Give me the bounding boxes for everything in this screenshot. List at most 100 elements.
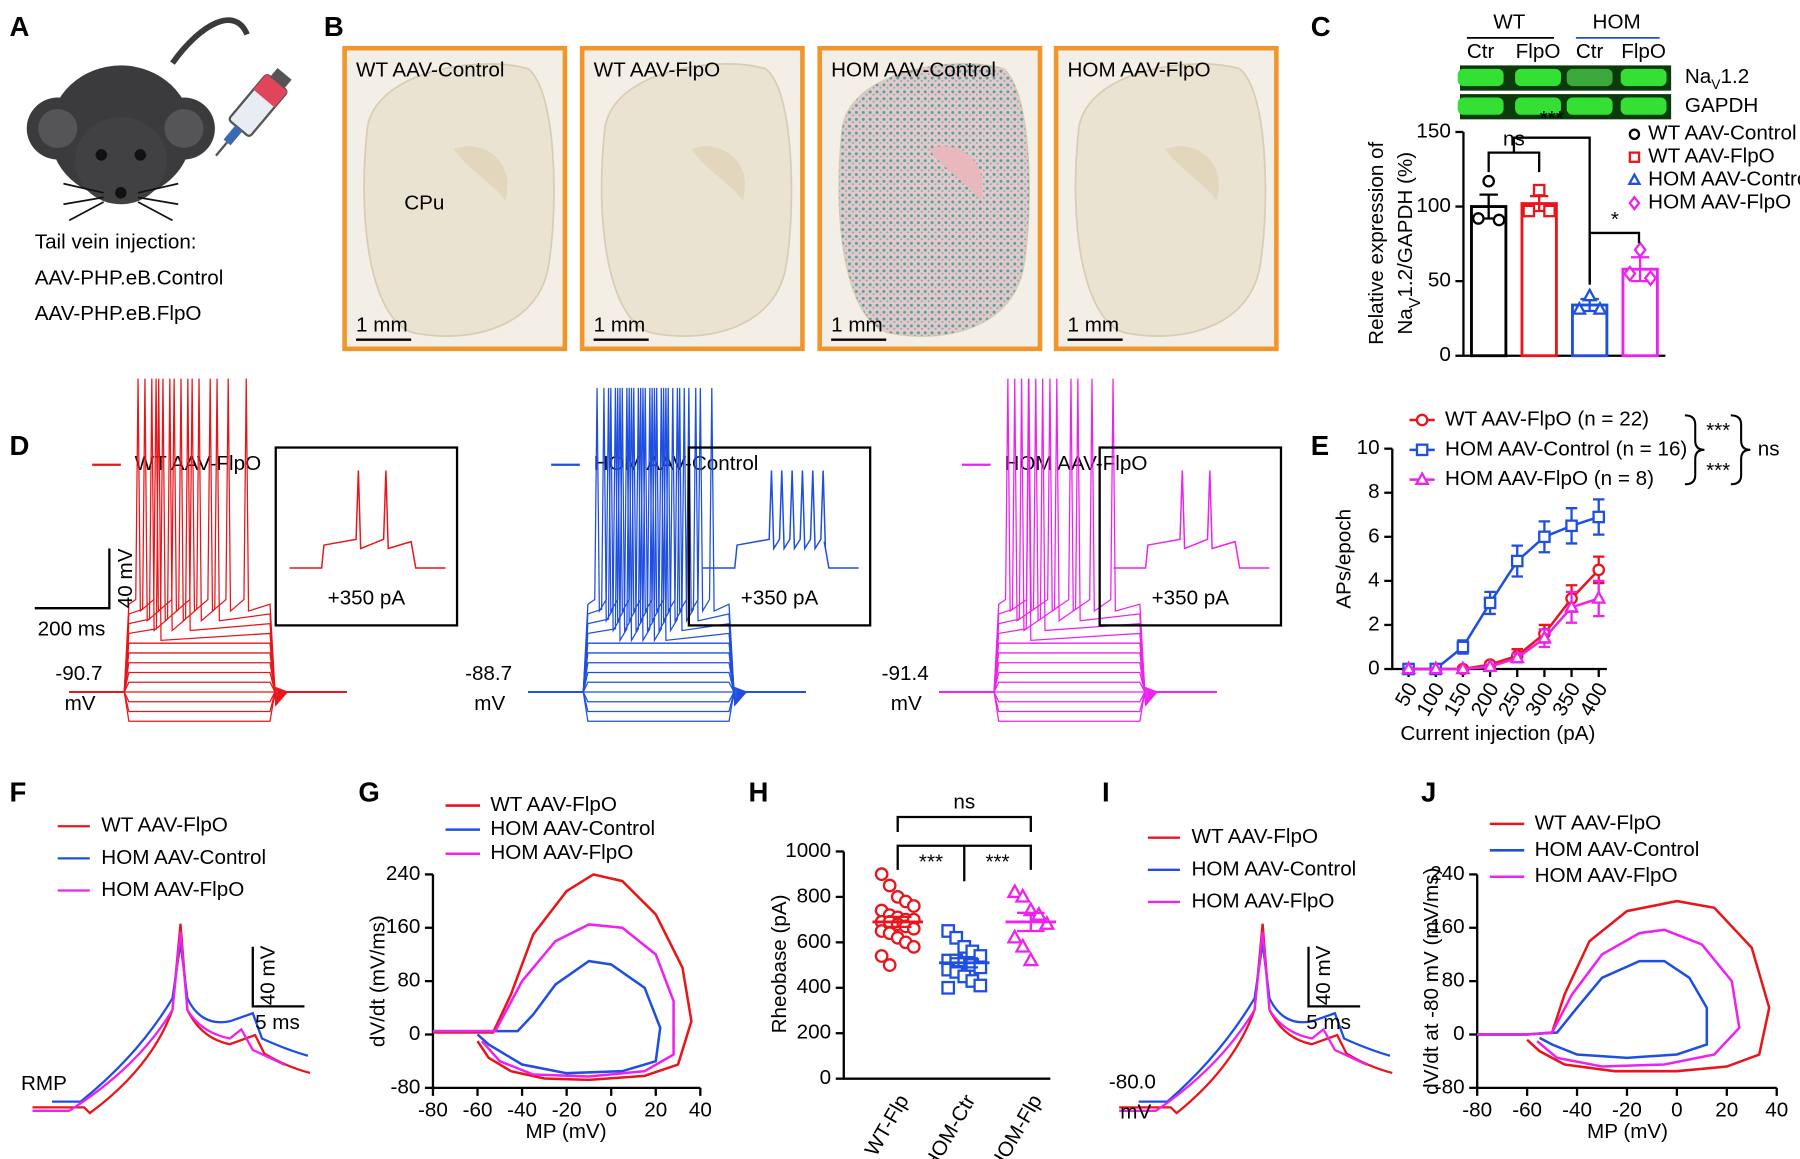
data-point — [1492, 213, 1506, 227]
annotation: *** — [919, 850, 943, 873]
data-point — [1455, 660, 1471, 675]
series-line — [1477, 959, 1709, 1060]
series-line — [1477, 928, 1741, 1068]
x-tick-label: 20 — [1715, 1098, 1738, 1121]
bar — [1470, 205, 1508, 358]
scale-label: 200 ms — [38, 617, 106, 640]
scale-label: 5 ms — [1306, 1011, 1351, 1034]
trace — [939, 642, 1217, 701]
trace — [939, 378, 1217, 706]
rmp-value: -88.7 — [465, 662, 512, 685]
legend-marker — [1415, 413, 1429, 427]
inset-label: +350 pA — [328, 586, 406, 609]
y-tick-label: 160 — [1430, 915, 1464, 938]
data-point — [1510, 554, 1524, 568]
data-point — [1428, 660, 1444, 675]
y-tick-label: 6 — [1368, 524, 1379, 547]
data-point — [1643, 269, 1658, 287]
lane-label: Ctr — [1576, 40, 1604, 63]
rmp-value: -90.7 — [55, 662, 102, 685]
ventricle — [1165, 146, 1219, 201]
scale-label: 40 mV — [1312, 945, 1335, 1005]
panel-label: B — [324, 11, 344, 42]
scale-bar — [34, 548, 111, 610]
data-point — [973, 978, 988, 993]
trace — [1138, 943, 1391, 1103]
blot-band — [1515, 68, 1561, 87]
blot-band — [1566, 97, 1613, 115]
lane-label: FlpO — [1621, 40, 1666, 63]
legend-label: HOM AAV-Control — [101, 846, 266, 869]
data-point — [874, 867, 889, 882]
brain-section — [363, 63, 555, 337]
legend-label: WT AAV-FlpO — [490, 793, 617, 816]
x-tick-label: -80 — [1462, 1098, 1492, 1121]
legend-label: HOM AAV-Control — [490, 817, 655, 840]
inset-label: +350 pA — [1152, 586, 1230, 609]
trace-label: HOM AAV-FlpO — [1004, 452, 1147, 475]
y-tick-label: 0 — [1439, 343, 1450, 366]
legend-marker — [1415, 443, 1429, 457]
legend-label: HOM AAV-Control — [1648, 168, 1800, 191]
panel-label: A — [10, 11, 30, 42]
x-axis-label: Current injection (pA) — [1400, 722, 1595, 745]
annotation: *** — [1706, 419, 1730, 442]
brain-section — [1074, 63, 1267, 337]
legend-label: HOM AAV-FlpO (n = 8) — [1445, 467, 1654, 490]
band-label-part: V — [1711, 77, 1721, 92]
panel-label: D — [10, 430, 30, 461]
legend-label: HOM AAV-FlpO — [1648, 191, 1791, 214]
scale-bar — [1307, 946, 1361, 1008]
ventricle — [928, 146, 983, 201]
y-tick-label: 80 — [1442, 969, 1465, 992]
brace — [1684, 414, 1705, 486]
legend-label: WT AAV-Control — [1648, 122, 1796, 145]
y-tick-label: 100 — [1416, 194, 1450, 217]
data-point — [1633, 241, 1647, 259]
y-tick-label: 240 — [386, 862, 420, 885]
data-point — [1582, 287, 1598, 302]
x-tick-label: 20 — [644, 1098, 667, 1121]
trace — [528, 642, 806, 701]
y-tick-label: 4 — [1368, 568, 1379, 591]
y-axis-label: NaV1.2/GAPDH (%) — [1395, 152, 1425, 335]
x-tick-label: -40 — [507, 1098, 537, 1121]
legend-label: WT AAV-FlpO — [1648, 145, 1775, 168]
trace — [528, 662, 806, 698]
trace — [528, 387, 806, 704]
y-tick-label: 0 — [1368, 656, 1379, 679]
rmp-unit: mV — [474, 692, 505, 715]
caption: Tail vein injection: — [35, 231, 197, 254]
data-point — [1563, 598, 1580, 613]
y-tick-label: 80 — [397, 969, 420, 992]
y-tick-label: 240 — [1430, 862, 1464, 885]
y-tick-label: 800 — [797, 884, 831, 907]
trace — [51, 943, 309, 1103]
legend-marker — [1628, 195, 1641, 211]
x-axis-label: MP (mV) — [526, 1120, 607, 1143]
scale-label: 40 mV — [114, 548, 137, 608]
line — [1512, 136, 1591, 285]
data-point — [1538, 530, 1551, 544]
annotation: *** — [1540, 107, 1564, 130]
trace — [69, 662, 347, 698]
inset-trace — [1113, 470, 1270, 569]
data-point — [1509, 649, 1525, 664]
data-point — [906, 899, 921, 913]
series-line — [1477, 899, 1771, 1073]
trace — [939, 378, 1217, 707]
y-tick-label: 10 — [1357, 436, 1380, 459]
x-tick-label: HOM-Flp — [985, 1091, 1047, 1159]
y-tick-label: 50 — [1428, 269, 1451, 292]
band-label: GAPDH — [1685, 94, 1758, 117]
line — [1487, 151, 1541, 173]
blot-band — [1566, 68, 1613, 87]
band-label-part: Na — [1685, 65, 1712, 88]
y-axis-label: Relative expression of — [1365, 141, 1388, 344]
series-line — [432, 959, 662, 1075]
y-axis-label: dV/dt (mV/ms) — [366, 915, 389, 1047]
inset-trace — [289, 470, 446, 569]
data-point — [1565, 519, 1578, 533]
